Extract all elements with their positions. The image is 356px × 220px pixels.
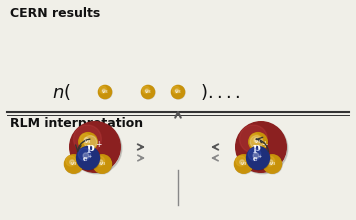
Circle shape (80, 134, 90, 144)
Circle shape (142, 86, 150, 94)
Circle shape (250, 134, 260, 144)
Circle shape (93, 155, 111, 173)
Circle shape (236, 122, 286, 172)
Circle shape (253, 153, 259, 159)
Circle shape (94, 155, 112, 174)
Circle shape (235, 155, 253, 174)
Circle shape (264, 155, 282, 174)
Text: $n($: $n($ (52, 82, 71, 102)
Circle shape (237, 123, 288, 174)
Text: $\nu_3$: $\nu_3$ (240, 161, 247, 169)
Circle shape (141, 85, 155, 99)
Text: $\nu_3$: $\nu_3$ (84, 138, 91, 146)
Circle shape (175, 89, 178, 92)
Circle shape (235, 155, 253, 173)
Circle shape (78, 148, 91, 161)
Circle shape (254, 138, 259, 142)
Circle shape (250, 136, 263, 148)
Text: $\nu_3$: $\nu_3$ (99, 161, 106, 169)
Circle shape (172, 86, 185, 99)
Circle shape (249, 133, 267, 151)
Circle shape (84, 138, 89, 142)
Circle shape (142, 86, 155, 99)
Circle shape (171, 85, 185, 99)
Circle shape (77, 147, 100, 170)
Circle shape (94, 156, 105, 166)
Circle shape (236, 156, 246, 166)
Circle shape (172, 86, 180, 94)
Circle shape (65, 155, 83, 174)
Circle shape (145, 89, 148, 92)
Circle shape (73, 125, 101, 153)
Circle shape (263, 155, 282, 173)
Circle shape (247, 147, 269, 169)
Text: $)....$: $)....$ (200, 82, 240, 102)
Text: $\nu_3$: $\nu_3$ (255, 138, 262, 146)
Circle shape (240, 160, 244, 165)
Text: e$^+$: e$^+$ (83, 153, 94, 164)
Circle shape (265, 156, 274, 166)
Circle shape (71, 123, 122, 174)
Circle shape (102, 89, 105, 92)
Circle shape (240, 125, 267, 153)
Text: $\nu_3$: $\nu_3$ (101, 88, 109, 96)
Circle shape (99, 86, 112, 99)
Circle shape (77, 147, 99, 169)
Circle shape (247, 147, 270, 170)
Circle shape (98, 160, 103, 165)
Text: CERN results: CERN results (10, 7, 100, 20)
Circle shape (99, 86, 107, 94)
Circle shape (70, 122, 120, 172)
Circle shape (79, 133, 98, 152)
Circle shape (66, 156, 76, 166)
Circle shape (268, 160, 273, 165)
Circle shape (248, 148, 261, 161)
Text: RLM interpretation: RLM interpretation (10, 117, 143, 130)
Text: p$^+$: p$^+$ (87, 140, 104, 157)
Text: $\nu_3$: $\nu_3$ (144, 88, 152, 96)
Circle shape (83, 153, 89, 159)
Circle shape (64, 155, 83, 173)
Text: p$^+$: p$^+$ (252, 140, 269, 157)
Circle shape (70, 160, 74, 165)
Circle shape (79, 133, 97, 151)
Text: $\nu_3$: $\nu_3$ (70, 161, 77, 169)
Circle shape (249, 133, 268, 152)
Text: $\nu_3$: $\nu_3$ (174, 88, 182, 96)
Circle shape (84, 136, 97, 148)
Text: $\nu_3$: $\nu_3$ (269, 161, 276, 169)
Circle shape (98, 85, 111, 99)
Text: e$^+$: e$^+$ (252, 153, 263, 164)
